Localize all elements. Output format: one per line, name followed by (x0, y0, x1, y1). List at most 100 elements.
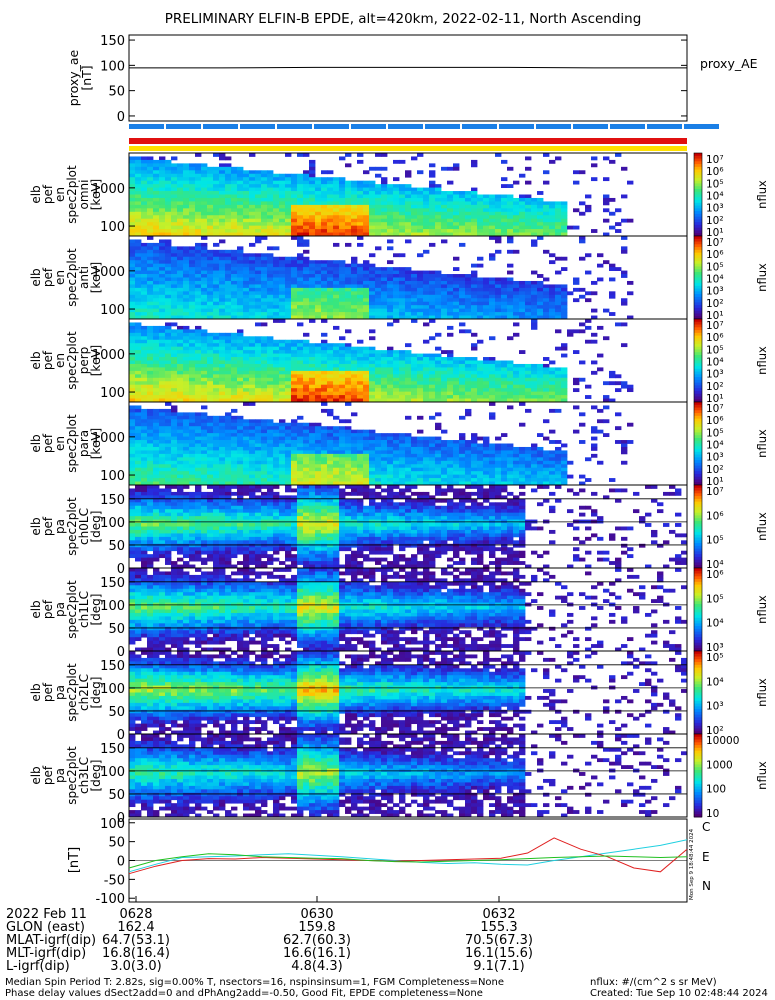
spectrogram-cell (465, 398, 472, 403)
spectrogram-cell (201, 440, 208, 444)
spectrogram-cell (135, 253, 142, 258)
spectrogram-cell (375, 398, 382, 403)
spectrogram-cell (147, 474, 154, 479)
spectrogram-cell (369, 464, 376, 469)
spectrogram-cell (219, 173, 226, 178)
spectrogram-cell (519, 391, 526, 396)
spectrogram-cell (411, 398, 418, 403)
spectrogram-cell (129, 246, 136, 251)
spectrogram-cell (441, 225, 448, 230)
spectrogram-cell (135, 474, 142, 479)
status-bar-blue (573, 124, 608, 129)
spectrogram-cell (501, 384, 508, 389)
spectrogram-cell (303, 332, 310, 337)
spectrogram-cell (543, 249, 550, 254)
status-bar-yellow (129, 146, 687, 151)
spectrogram-cell (201, 443, 208, 448)
spectrogram-cell (213, 277, 220, 282)
spectrogram-cell (417, 457, 424, 462)
spectrogram-cell (345, 277, 352, 282)
spectrogram-cell (489, 215, 496, 220)
spectrogram-cell (231, 357, 238, 361)
spectrogram-cell (285, 464, 292, 469)
spectrogram-cell (393, 391, 400, 396)
spectrogram-cell (135, 405, 142, 410)
spectrogram-cell (297, 242, 304, 247)
spectrogram-cell (159, 166, 166, 171)
spectrogram-cell (219, 218, 226, 223)
spectrogram-cell (489, 222, 496, 227)
spectrogram-cell (447, 229, 454, 233)
spectrogram-cell (129, 429, 136, 434)
spectrogram-cell (363, 211, 370, 216)
spectrogram-cell (315, 232, 322, 237)
spectrogram-cell (417, 353, 424, 358)
spectrogram-cell (609, 312, 616, 316)
spectrogram-cell (201, 460, 208, 465)
spectrogram-cell (273, 481, 280, 486)
spectrogram-cell (321, 426, 328, 431)
spectrogram-cell (141, 377, 148, 382)
spectrogram-cell (267, 422, 274, 427)
spectrogram-cell (261, 370, 268, 375)
spectrogram-cell (165, 443, 172, 448)
spectrogram-cell (351, 256, 358, 261)
spectrogram-cell (381, 370, 388, 375)
spectrogram-cell (171, 249, 178, 254)
spectrogram-cell (195, 433, 202, 437)
spectrogram-cell (609, 263, 616, 268)
spectrogram-cell (165, 225, 172, 230)
spectrogram-cell (255, 377, 262, 382)
spectrogram-cell (387, 436, 394, 441)
spectrogram-cell (309, 177, 316, 182)
spectrogram-cell (219, 291, 226, 296)
spectrogram-cell (213, 229, 220, 233)
spectrogram-cell (423, 291, 430, 296)
spectrogram-cell (447, 460, 454, 465)
spectrogram-cell (339, 197, 346, 202)
spectrogram-cell (393, 184, 400, 188)
spectrogram-cell (135, 215, 142, 220)
spectrogram-cell (153, 246, 160, 251)
spectrogram-cell (357, 391, 364, 396)
spectrogram-cell (189, 415, 196, 420)
spectrogram-cell (273, 263, 280, 268)
spectrogram-cell (189, 329, 196, 334)
spectrogram-cell (201, 194, 208, 199)
spectrogram-cell (159, 360, 166, 365)
spectrogram-cell (159, 436, 166, 441)
spectrogram-cell (315, 211, 322, 216)
spectrogram-cell (315, 194, 322, 199)
spectrogram-cell (255, 301, 262, 306)
spectrogram-cell (471, 398, 478, 403)
spectrogram-cell (201, 187, 208, 192)
spectrogram-cell (231, 384, 238, 389)
spectrogram-cell (591, 332, 598, 337)
spectrogram-cell (405, 197, 412, 202)
spectrogram-cell (411, 474, 418, 479)
spectrogram-cell (477, 315, 484, 320)
spectrogram-cell (279, 481, 286, 486)
spectrogram-cell (153, 270, 160, 275)
spectrogram-cell (429, 191, 436, 195)
spectrogram-cell (405, 353, 412, 358)
spectrogram-cell (399, 440, 406, 444)
spectrogram-cell (135, 336, 142, 341)
spectrogram-cell (399, 191, 406, 195)
spectrogram-cell (261, 298, 268, 303)
spectrogram-cell (231, 260, 238, 265)
spectrogram-cell (363, 353, 370, 358)
spectrogram-cell (285, 197, 292, 202)
spectrogram-cell (171, 294, 178, 299)
spectrogram-cell (135, 170, 142, 175)
spectrogram-cell (303, 440, 310, 444)
spectrogram-cell (171, 263, 178, 268)
spectrogram-cell (429, 291, 436, 296)
spectrogram-cell (189, 232, 196, 237)
spectrogram-cell (507, 263, 514, 268)
spectrogram-cell (303, 187, 310, 192)
spectrogram-cell (273, 319, 280, 323)
spectrogram-cell (411, 436, 418, 441)
spectrogram-cell (393, 464, 400, 469)
spectrogram-cell (255, 457, 262, 462)
